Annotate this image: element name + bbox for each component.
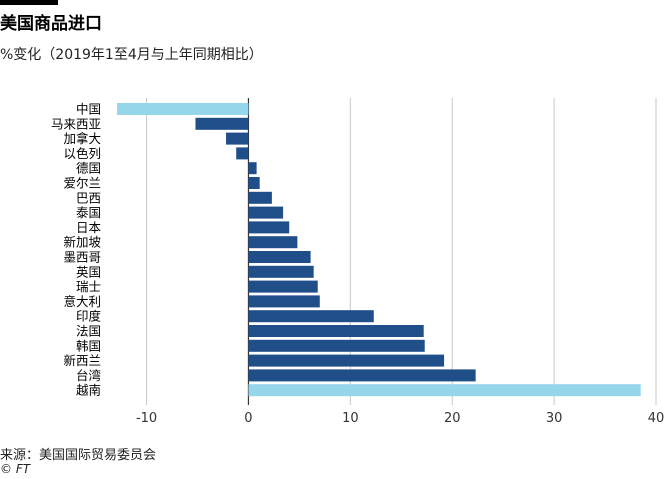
category-label: 爱尔兰 [63,176,101,191]
category-label: 以色列 [63,146,101,161]
category-label: 法国 [76,324,101,339]
category-label: 印度 [76,309,102,324]
category-label: 日本 [76,220,102,235]
bar [248,325,424,337]
x-tick-label: 40 [648,411,665,426]
category-label: 新加坡 [63,235,101,250]
bar [248,251,311,263]
category-label: 英国 [76,264,101,279]
bar [226,132,249,145]
bar [248,339,425,352]
x-tick-label: 30 [546,411,563,426]
category-label: 韩国 [76,338,101,353]
bar [248,206,284,219]
category-label: 台湾 [76,368,101,383]
category-label: 巴西 [76,190,101,205]
chart-title: 美国商品进口 [0,14,102,34]
chart-subtitle: %变化（2019年1至4月与上年同期相比） [0,47,263,63]
category-label: 泰国 [76,205,101,220]
bar [248,221,290,234]
label-layer: -10 0 10 20 30 40 中国马来西亚加拿大以色列德国爱尔兰巴西泰国日本新加坡墨西… [51,102,664,427]
category-label: 墨西哥 [63,250,101,265]
category-label: 瑞士 [76,279,101,294]
category-label: 马来西亚 [51,116,101,131]
top-rule [0,0,58,5]
x-tick-label: -10 [136,411,157,426]
bar [248,310,374,323]
bar [248,177,260,189]
bar [195,117,249,130]
x-tick-label: 10 [342,411,359,426]
bar [248,354,445,367]
bar [248,295,320,308]
bar [248,236,298,249]
category-label: 中国 [76,102,101,117]
category-label: 德国 [76,161,101,176]
copyright: © FT [0,462,31,476]
x-tick-label: 20 [444,411,461,426]
bar [248,162,257,175]
bar [236,147,249,160]
bar [117,103,249,115]
bar [248,369,476,382]
category-label: 新西兰 [63,353,101,368]
bar-layer [117,103,641,397]
bar [248,191,272,204]
bar [248,384,641,397]
category-label: 意大利 [63,294,101,309]
source-note: 来源：美国国际贸易委员会 [0,448,157,463]
x-tick-label: 0 [244,411,252,426]
category-label: 越南 [76,383,101,398]
bar [248,265,314,278]
category-label: 加拿大 [63,131,101,146]
bar [248,280,318,293]
